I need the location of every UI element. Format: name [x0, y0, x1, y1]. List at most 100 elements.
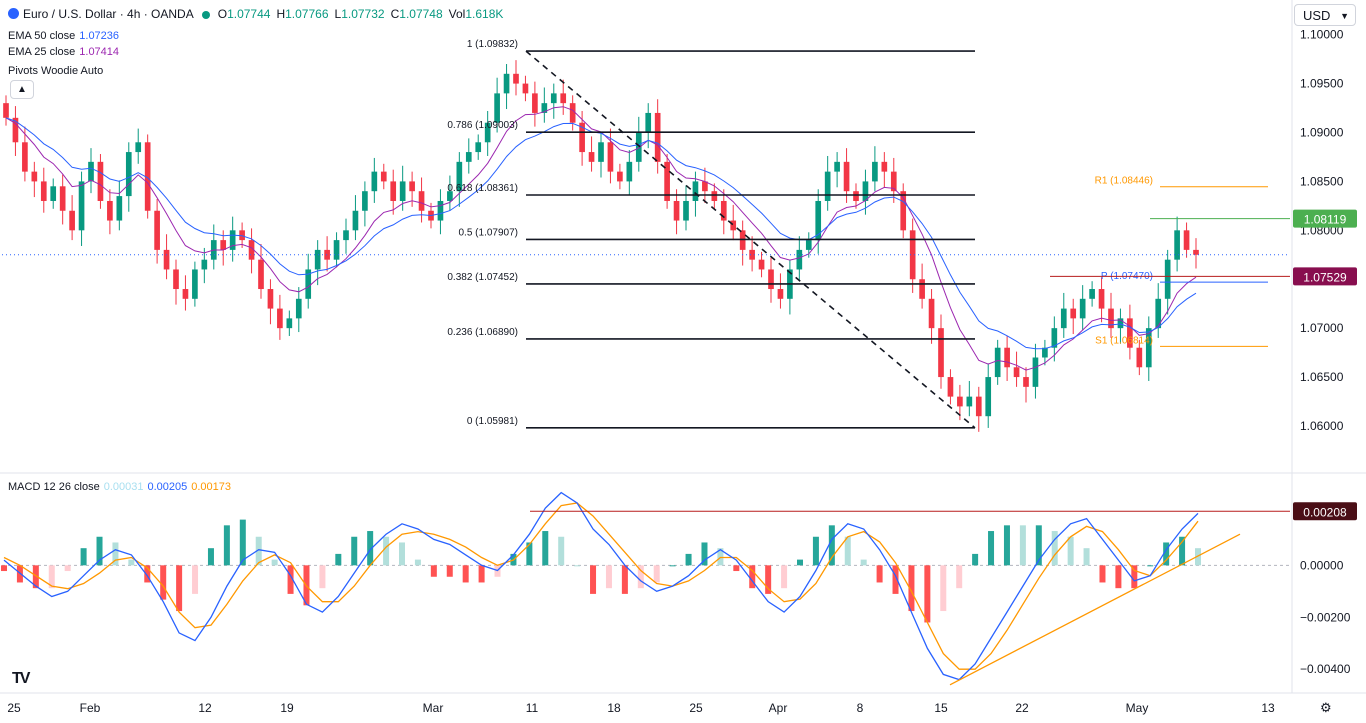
candle-body [503, 73, 510, 94]
macd-histogram-bar [1003, 525, 1010, 566]
price-tick-label: 1.06500 [1300, 370, 1344, 384]
macd-histogram-bar [1067, 536, 1074, 566]
price-tag-bg [1293, 209, 1357, 228]
ema50-value: 1.07236 [79, 30, 120, 42]
time-tick-label: 19 [280, 701, 294, 715]
chevron-up-icon: ▲ [17, 84, 27, 95]
symbol-legend: Euro / U.S. Dollar · 4h · OANDA O1.07744 H… [8, 7, 503, 21]
high-value: 1.07766 [285, 7, 329, 21]
macd-histogram-bar [860, 559, 867, 566]
macd-histogram-bar [176, 565, 183, 612]
gear-icon[interactable]: ⚙ [1320, 700, 1332, 715]
candle-body [1174, 230, 1180, 260]
macd-histogram-bar [128, 559, 135, 566]
candle-body [390, 181, 397, 201]
macd-histogram-bar [940, 565, 947, 612]
candle-body [456, 161, 463, 192]
pivots-legend[interactable]: Pivots Woodie Auto [8, 65, 103, 77]
time-tick-label: 13 [1261, 701, 1275, 715]
macd-histogram-bar [414, 559, 421, 566]
macd-line [3, 491, 1199, 681]
macd-histogram-bar [1195, 548, 1201, 566]
candle-body [239, 230, 245, 241]
candle-body [720, 200, 727, 221]
candle-body [182, 289, 189, 299]
candle-body [163, 249, 170, 270]
macd-histogram-bar [112, 542, 119, 566]
macd-histogram-bar [1035, 525, 1042, 566]
price-tick-label: 1.06000 [1300, 419, 1344, 433]
candle-body [475, 142, 482, 153]
candle-body [824, 171, 831, 201]
candle-body [617, 171, 623, 182]
candle-body [399, 181, 406, 201]
fib-level-label: 0.236 (1.06890) [447, 327, 518, 338]
macd-histogram-bar [956, 565, 963, 589]
price-tick-label: 1.08500 [1300, 174, 1344, 188]
candle-body [59, 186, 66, 211]
candle-body [872, 161, 878, 182]
macd-legend[interactable]: MACD 12 26 close 0.00031 0.00205 0.00173 [8, 481, 231, 493]
candle-body [333, 240, 340, 260]
macd-histogram-bar [1019, 525, 1026, 566]
candle-body [69, 210, 75, 231]
candle-body [541, 103, 548, 113]
collapse-legend-button[interactable]: ▲ [10, 80, 34, 99]
macd-histogram-bar [160, 565, 167, 600]
macd-histogram-bar [924, 565, 931, 623]
candle-body [1079, 298, 1086, 319]
candle-body [862, 181, 869, 201]
macd-histogram-bar [590, 565, 597, 594]
candle-body [928, 298, 935, 329]
macd-histogram-bar [96, 536, 103, 566]
macd-histogram-bar [621, 565, 628, 594]
macd-hist-value: 0.00031 [103, 481, 144, 493]
candle-body [626, 161, 633, 182]
candle-body [135, 142, 142, 153]
candle-body [702, 181, 708, 192]
macd-histogram-bar [685, 553, 692, 566]
low-value: 1.07732 [341, 7, 385, 21]
candle-body [909, 230, 916, 280]
candle-body [730, 220, 737, 231]
candle-body [418, 191, 425, 211]
price-tick-label: 1.09500 [1300, 77, 1344, 91]
macd-histogram-bar [558, 536, 565, 566]
macd-histogram-bar [1179, 536, 1186, 566]
candle-body [409, 181, 415, 192]
macd-histogram-bar [80, 548, 87, 566]
macd-histogram-bar [207, 548, 214, 566]
candle-body [362, 191, 368, 211]
ema50-legend[interactable]: EMA 50 close 1.07236 [8, 30, 119, 42]
ema25-legend[interactable]: EMA 25 close 1.07414 [8, 46, 119, 58]
macd-histogram-bar [223, 525, 230, 566]
macd-histogram-bar [430, 565, 437, 577]
candle-body [815, 200, 822, 241]
open-label: O [217, 7, 228, 21]
macd-tag-bg [1293, 502, 1357, 521]
macd-histogram-bar [972, 553, 979, 566]
macd-histogram-bar [462, 565, 469, 583]
macd-histogram-bar [526, 542, 533, 566]
candle-body [50, 186, 57, 201]
symbol-title[interactable]: Euro / U.S. Dollar · 4h · OANDA [23, 7, 194, 21]
candle-body [154, 210, 160, 250]
candle-body [938, 328, 944, 378]
candle-body [201, 259, 208, 270]
macd-histogram-bar [876, 565, 883, 583]
candle-body [985, 377, 992, 417]
macd-histogram-bar [1147, 565, 1154, 567]
currency-select[interactable]: USD ▼ [1294, 4, 1356, 26]
tradingview-logo: TV [12, 670, 31, 687]
macd-histogram-bar [1115, 565, 1122, 589]
macd-histogram-bar [367, 531, 374, 566]
fib-level-label: 1 (1.09832) [467, 39, 518, 50]
candle-body [248, 240, 255, 260]
macd-histogram-bar [64, 565, 71, 572]
pivots-label: Pivots Woodie Auto [8, 65, 104, 77]
candle-body [1013, 367, 1020, 378]
macd-histogram-bar [1163, 542, 1170, 566]
candle-body [1098, 289, 1105, 309]
close-value: 1.07748 [399, 7, 443, 21]
